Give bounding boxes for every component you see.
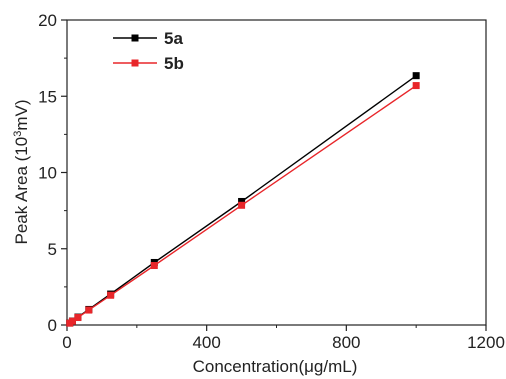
axes: 0 400 800 1200 0 5 10 15 20 (38, 11, 505, 352)
data-point-5b (150, 262, 158, 270)
plot-frame (66, 19, 487, 326)
data-point-5a (412, 72, 420, 80)
data-point-5b (238, 201, 246, 209)
x-tick-label: 0 (62, 333, 71, 352)
series-5a (66, 72, 420, 327)
x-tick-label: 400 (192, 333, 220, 352)
y-axis-title-tail: mV) (12, 99, 31, 130)
legend-marker (131, 59, 139, 67)
data-point-5b (74, 314, 82, 322)
legend-label: 5a (164, 29, 183, 48)
x-tick-label: 800 (332, 333, 360, 352)
x-tick-label: 1200 (467, 333, 505, 352)
y-tick-label: 0 (48, 316, 57, 335)
y-tick-label: 5 (48, 240, 57, 259)
y-axis-title-main: Peak Area (10 (12, 137, 31, 245)
y-axis-title: Peak Area (103mV) (12, 99, 31, 244)
legend-item-5a: 5a (113, 29, 183, 48)
y-tick-label: 10 (38, 164, 57, 183)
data-point-5b (107, 291, 115, 299)
legend-marker (131, 34, 139, 42)
data-point-5b (68, 317, 76, 325)
data-point-5a (238, 197, 246, 205)
x-axis-title: Concentration(μg/mL) (193, 357, 358, 376)
series-5b (66, 82, 420, 327)
data-point-5b (412, 82, 420, 90)
y-tick-label: 15 (38, 87, 57, 106)
legend-label: 5b (164, 54, 184, 73)
legend-item-5b: 5b (113, 54, 184, 73)
y-tick-label: 20 (38, 11, 57, 30)
data-point-5b (85, 306, 93, 314)
y-axis-title-sup: 3 (12, 131, 24, 137)
series-layer (66, 72, 420, 327)
